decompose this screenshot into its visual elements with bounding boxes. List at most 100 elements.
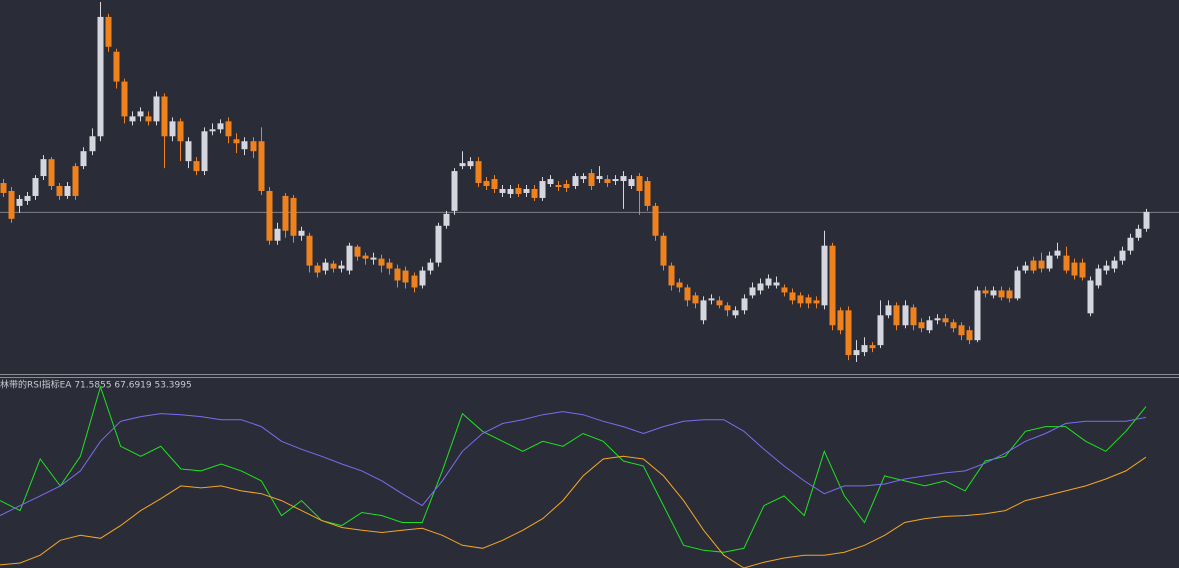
- candle-body: [1071, 262, 1078, 276]
- candle-body: [32, 178, 39, 196]
- candle-body: [1063, 255, 1070, 271]
- candle-body: [821, 245, 828, 306]
- candle-body: [716, 300, 723, 306]
- candle-body: [241, 141, 248, 150]
- candle-body: [250, 141, 257, 152]
- candle-body: [580, 176, 587, 180]
- candle-body: [16, 198, 23, 206]
- candle-body: [918, 322, 925, 329]
- candle-body: [596, 176, 603, 180]
- candle-body: [56, 186, 63, 196]
- candle-body: [40, 159, 47, 177]
- candle-body: [491, 179, 498, 189]
- candle-body: [1103, 265, 1110, 271]
- indicator-line: [0, 411, 1147, 517]
- candle-body: [620, 176, 627, 182]
- candle-body: [129, 116, 136, 122]
- candle-body: [354, 246, 361, 257]
- candle-body: [572, 176, 579, 187]
- candle-body: [507, 188, 514, 194]
- candle-body: [233, 139, 240, 144]
- candle-body: [797, 295, 804, 304]
- candle-body: [636, 176, 643, 191]
- candle-body: [676, 282, 683, 288]
- candle-body: [1046, 255, 1053, 269]
- candle-body: [1038, 260, 1045, 269]
- candle-body: [97, 16, 104, 137]
- candle-body: [829, 245, 836, 326]
- candle-body: [24, 195, 31, 201]
- candle-body: [298, 230, 305, 236]
- candle-body: [757, 283, 764, 291]
- candle-body: [853, 350, 860, 356]
- candle-body: [724, 305, 731, 311]
- candle-body: [845, 310, 852, 356]
- candle-body: [869, 345, 876, 349]
- candle-body: [813, 300, 820, 304]
- candle-body: [1127, 237, 1134, 251]
- candle-body: [314, 265, 321, 273]
- candle-body: [378, 258, 385, 266]
- candle-body: [861, 345, 868, 353]
- candle-body: [72, 166, 79, 196]
- candle-body: [185, 141, 192, 162]
- indicator-label: 林带的RSI指标EA 71.5855 67.6919 53.3995: [0, 379, 192, 391]
- candle-body: [934, 318, 941, 321]
- candle-body: [1079, 262, 1086, 278]
- candle-body: [475, 161, 482, 184]
- candle-body: [563, 184, 570, 188]
- candle-body: [604, 179, 611, 184]
- candle-body: [885, 305, 892, 316]
- candle-body: [692, 295, 699, 304]
- candle-body: [225, 121, 232, 137]
- candle-body: [435, 225, 442, 263]
- candle-body: [217, 123, 224, 130]
- candle-body: [789, 292, 796, 301]
- candle-body: [644, 181, 651, 206]
- candle-body: [668, 265, 675, 286]
- candle-body: [708, 298, 715, 301]
- candle-body: [877, 315, 884, 346]
- candle-body: [998, 290, 1005, 298]
- candle-body: [145, 116, 152, 122]
- candle-body: [1022, 265, 1029, 271]
- candle-body: [1006, 290, 1013, 299]
- candle-body: [209, 129, 216, 132]
- candle-body: [411, 275, 418, 288]
- candle-body: [773, 282, 780, 286]
- candle-body: [588, 173, 595, 187]
- candle-body: [48, 159, 55, 187]
- candle-body: [547, 179, 554, 185]
- candle-body: [394, 268, 401, 281]
- candle-body: [177, 121, 184, 142]
- candle-body: [0, 183, 7, 193]
- candle-body: [555, 185, 562, 187]
- candle-body: [258, 141, 265, 191]
- candle-body: [958, 325, 965, 336]
- candle-body: [990, 290, 997, 296]
- candle-body: [741, 298, 748, 311]
- candle-body: [322, 262, 329, 271]
- candle-body: [419, 270, 426, 286]
- candle-body: [628, 179, 635, 187]
- candle-body: [749, 287, 756, 296]
- indicator-line: [0, 455, 1147, 568]
- candle-body: [80, 151, 87, 167]
- candle-body: [467, 161, 474, 167]
- candle-body: [982, 290, 989, 294]
- candle-body: [837, 310, 844, 331]
- indicator-line: [0, 385, 1147, 553]
- candle-body: [926, 320, 933, 331]
- candle-body: [732, 310, 739, 316]
- candle-body: [64, 186, 71, 196]
- candle-body: [966, 330, 973, 341]
- candle-body: [346, 245, 353, 271]
- candle-body: [950, 322, 957, 329]
- candle-body: [443, 213, 450, 226]
- candle-body: [1111, 260, 1118, 269]
- candle-body: [1119, 250, 1126, 261]
- candle-body: [781, 287, 788, 293]
- candle-body: [652, 205, 659, 236]
- candle-body: [402, 270, 409, 283]
